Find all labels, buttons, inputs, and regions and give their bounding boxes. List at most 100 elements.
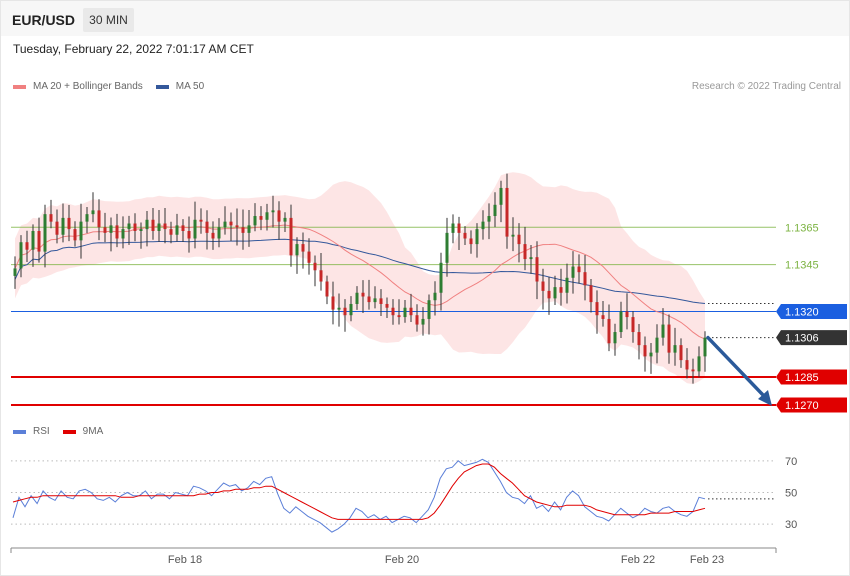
candle-body [571,266,575,278]
rsi-line [12,458,706,533]
candle-body [445,232,449,263]
candle-body [133,223,137,231]
level-badge [776,397,847,413]
candle-body [673,345,677,353]
candle-body [193,219,197,239]
candle-body [577,266,581,273]
candle-body [241,227,245,233]
candle-body [205,221,209,233]
candle-body [169,229,173,235]
candle-body [253,216,257,226]
candle-body [367,296,371,303]
candle-body [505,187,509,237]
candle-body [451,223,455,233]
datetime-label: Tuesday, February 22, 2022 7:01:17 AM CE… [13,42,254,56]
x-tick-label: Feb 20 [385,554,419,566]
candle-body [649,352,653,357]
rsi-ma-swatch [62,429,76,434]
candle-body [43,214,47,252]
candle-body [433,292,437,301]
rsi-swatch [13,429,26,434]
candle-body [349,303,353,316]
candle-body [679,345,683,361]
candle-body [385,303,389,308]
candle-body [187,230,191,239]
candle-body [565,277,569,293]
level-label: 1.1285 [785,372,819,384]
legend-item-rsi: RSI [13,426,50,437]
candle-body [145,219,149,230]
candle-body [457,223,461,233]
candle-body [493,204,497,217]
candle-body [589,285,593,303]
candle-body [595,302,599,316]
candle-body [61,217,65,235]
candle-body [73,229,77,241]
level-label: 1.1365 [785,222,819,234]
candle-body [307,251,311,263]
candle-body [277,210,281,222]
candle-body [313,262,317,271]
candle-body [439,262,443,293]
forecast-arrow-shaft [706,335,766,398]
candle-body [613,332,617,344]
candle-body [421,318,425,325]
candle-body [25,242,29,250]
candle-body [211,232,215,239]
ma50-swatch [155,84,169,89]
rsi-label: RSI [33,426,50,437]
candle-body [529,257,533,260]
x-tick-label: Feb 18 [168,554,202,566]
candle-body [337,307,341,310]
timeframe-button[interactable]: 30 MIN [83,8,134,32]
candle-body [637,332,641,346]
candle-body [379,298,383,304]
level-label: 1.1306 [785,333,819,345]
candle-body [661,324,665,338]
candle-body [667,324,671,353]
candle-body [691,369,695,372]
bollinger-band [15,172,705,385]
candle-body [487,216,491,222]
candle-body [415,315,419,325]
price-legend: MA 20 + Bollinger Bands MA 50 [13,81,217,92]
candle-body [31,230,35,250]
forecast-arrow-head [758,390,772,407]
candle-body [199,219,203,222]
candle-body [19,242,23,269]
candle-body [151,219,155,231]
candle-body [355,292,359,304]
candle-body [481,221,485,230]
candle-body [223,221,227,228]
candle-body [49,214,53,222]
rsi-tick-label: 30 [785,519,797,531]
candle-body [619,311,623,333]
x-tick-label: Feb 22 [621,554,655,566]
legend-item-rsi-ma: 9MA [62,426,103,437]
candle-body [523,244,527,260]
candle-body [301,244,305,252]
candle-body [631,317,635,333]
candle-body [271,210,275,213]
candle-body [295,244,299,256]
candle-body [625,311,629,318]
candle-body [259,216,263,220]
candle-body [499,187,503,205]
candle-body [331,296,335,310]
candle-body [373,298,377,303]
candle-body [97,210,101,228]
candle-body [181,225,185,231]
level-badge [776,330,847,346]
ma20-label: MA 20 + Bollinger Bands [33,81,143,92]
candle-body [343,307,347,316]
symbol-title: EUR/USD [12,12,76,28]
candle-body [559,287,563,293]
candle-body [103,227,107,233]
candle-body [553,287,557,299]
candle-body [127,223,131,230]
candle-body [397,315,401,318]
candle-body [535,257,539,282]
candle-body [475,229,479,245]
candle-body [655,337,659,353]
